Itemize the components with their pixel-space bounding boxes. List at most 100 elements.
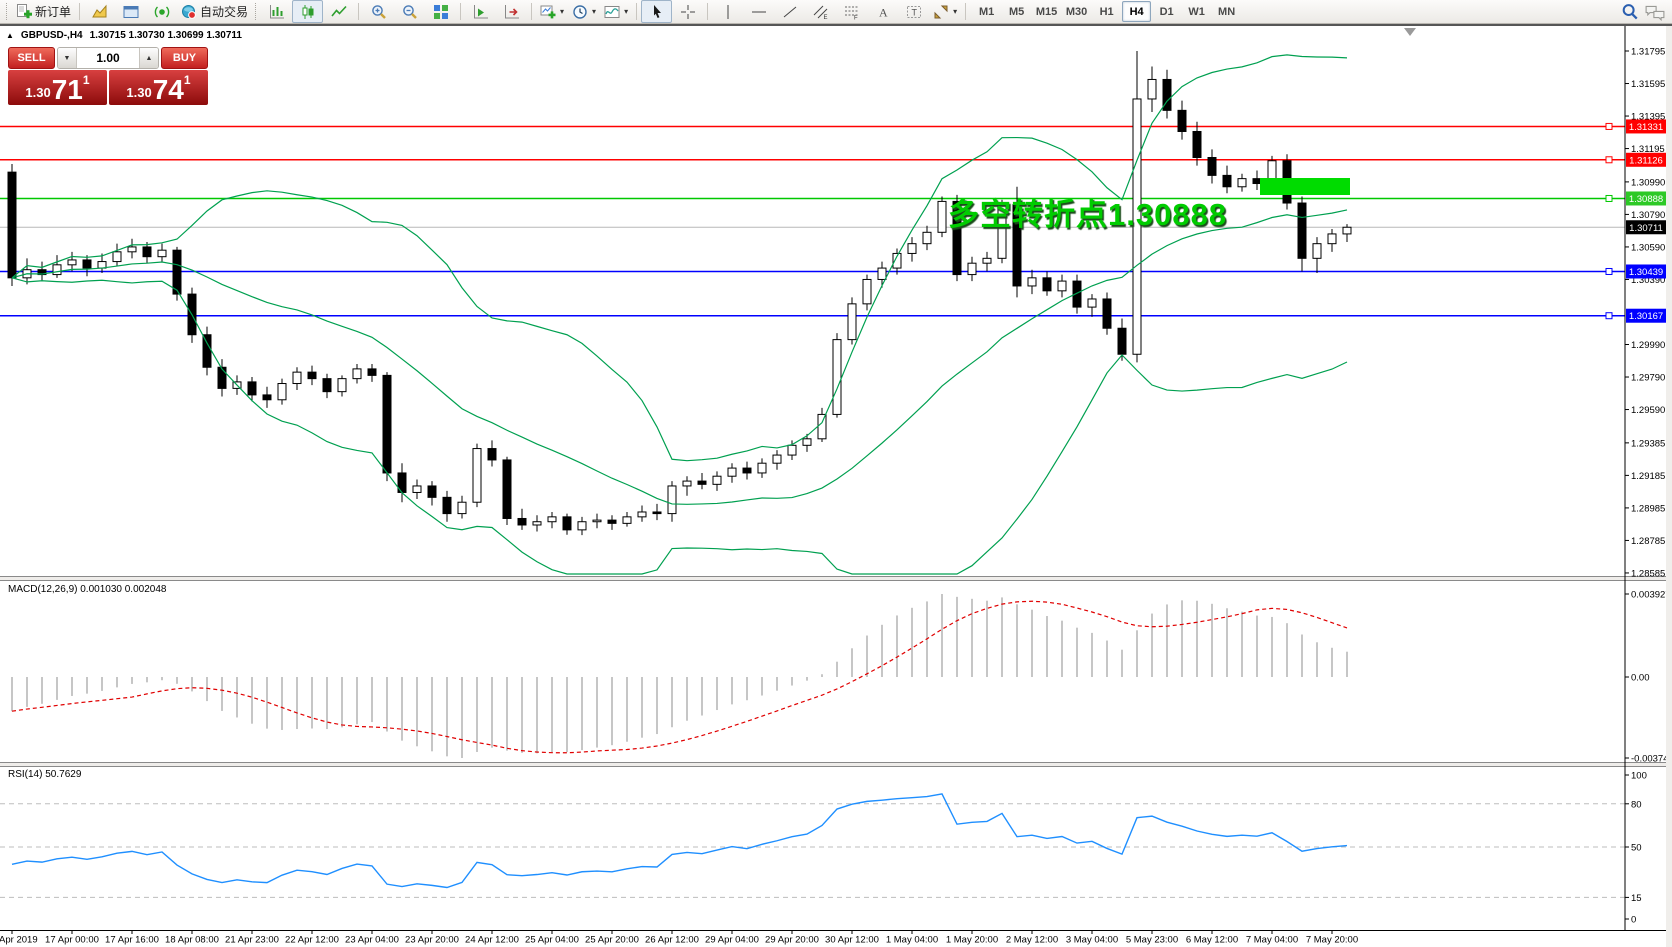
svg-text:1.29990: 1.29990 xyxy=(1631,340,1665,351)
timeframe-D1[interactable]: D1 xyxy=(1159,5,1174,18)
svg-text:T: T xyxy=(911,7,917,17)
charts-profile-button[interactable] xyxy=(84,0,115,23)
auto-trading-label: 自动交易 xyxy=(200,5,249,19)
svg-text:0.003927: 0.003927 xyxy=(1631,590,1671,601)
svg-text:-0.003747: -0.003747 xyxy=(1631,754,1672,765)
search-icon[interactable] xyxy=(1621,3,1639,21)
timeframe-M15[interactable]: M15 xyxy=(1035,5,1058,18)
zoom-out-button[interactable] xyxy=(394,0,425,23)
vertical-line-button[interactable] xyxy=(712,0,743,23)
svg-text:1.30439: 1.30439 xyxy=(1629,267,1663,278)
svg-text:1.29590: 1.29590 xyxy=(1631,405,1665,416)
toolbar: 新订单 自动交易 ▾ ▾ ▾ E F A T ▾ xyxy=(0,0,1672,24)
timeframe-M1[interactable]: M1 xyxy=(978,5,995,18)
macd-label: MACD(12,26,9) 0.001030 0.002048 xyxy=(8,584,167,595)
highlight-rectangle[interactable] xyxy=(1260,178,1350,195)
vertical-line-icon xyxy=(727,4,729,19)
symbol-name: GBPUSD-,H4 xyxy=(20,30,83,41)
timeframe-H4[interactable]: H4 xyxy=(1122,1,1152,22)
bar-chart-button[interactable] xyxy=(261,0,292,23)
timeframe-H1[interactable]: H1 xyxy=(1099,5,1114,18)
rsi-panel-content xyxy=(0,793,1625,898)
text-label-icon: T xyxy=(906,5,921,18)
fibonacci-icon: F xyxy=(844,6,859,20)
text-label-button[interactable]: T xyxy=(898,0,929,23)
horizontal-line-button[interactable] xyxy=(743,0,774,23)
tile-windows-button[interactable] xyxy=(425,0,456,23)
timeframe-MN[interactable]: MN xyxy=(1218,5,1236,18)
line-chart-button[interactable] xyxy=(323,0,354,23)
svg-text:1.28785: 1.28785 xyxy=(1631,536,1665,547)
toolbar-right xyxy=(1621,3,1669,21)
auto-scroll-button[interactable] xyxy=(465,0,496,23)
svg-text:1.31795: 1.31795 xyxy=(1631,47,1665,58)
price-badge xyxy=(1626,264,1666,279)
timeframe-M5[interactable]: M5 xyxy=(1008,5,1025,18)
dropdown-caret: ▾ xyxy=(953,7,958,16)
rsi-label: RSI(14) 50.7629 xyxy=(8,769,82,780)
new-chart-icon xyxy=(540,5,556,18)
new-order-button[interactable]: 新订单 xyxy=(12,0,75,23)
svg-text:25 Apr 20:00: 25 Apr 20:00 xyxy=(585,935,639,946)
signals-icon xyxy=(154,6,169,17)
chart-shift-marker[interactable] xyxy=(1404,28,1416,36)
periods-button[interactable]: ▾ xyxy=(568,0,600,23)
text-button[interactable]: A xyxy=(867,0,898,23)
signals-button[interactable] xyxy=(146,0,177,23)
candlestick-chart-button[interactable] xyxy=(292,0,324,23)
svg-text:1.30790: 1.30790 xyxy=(1631,210,1665,221)
cursor-button[interactable] xyxy=(641,0,673,23)
svg-text:18 Apr 08:00: 18 Apr 08:00 xyxy=(165,935,219,946)
svg-text:1.30390: 1.30390 xyxy=(1631,275,1665,286)
trendline-icon xyxy=(783,6,796,17)
chart-shift-button[interactable] xyxy=(496,0,527,23)
toolbar-separator xyxy=(358,3,360,20)
zoom-in-button[interactable] xyxy=(363,0,394,23)
collapse-arrow-icon[interactable]: ▲ xyxy=(6,31,14,40)
line-end-marker xyxy=(1605,194,1613,202)
horizontal-line-objects[interactable] xyxy=(0,122,1625,320)
charts-profile-icon xyxy=(91,4,107,17)
new-chart-button[interactable]: ▾ xyxy=(536,0,568,23)
svg-text:22 Apr 12:00: 22 Apr 12:00 xyxy=(285,935,339,946)
svg-text:F: F xyxy=(854,15,858,20)
buy-price[interactable]: 1.30 74 1 xyxy=(109,70,208,105)
clock-icon xyxy=(573,4,587,19)
bar-chart-icon xyxy=(269,4,284,18)
time-axis xyxy=(11,930,1333,934)
auto-trading-icon xyxy=(182,4,196,19)
price-badges xyxy=(1626,119,1666,323)
svg-text:24 Apr 12:00: 24 Apr 12:00 xyxy=(465,935,519,946)
chat-icon[interactable] xyxy=(1645,3,1665,21)
sell-button[interactable]: SELL xyxy=(8,47,55,69)
crosshair-button[interactable] xyxy=(672,0,703,23)
svg-text:23 Apr 20:00: 23 Apr 20:00 xyxy=(405,935,459,946)
buy-price-big: 74 xyxy=(152,74,184,106)
svg-text:25 Apr 04:00: 25 Apr 04:00 xyxy=(525,935,579,946)
market-watch-button[interactable] xyxy=(115,0,146,23)
price-badge xyxy=(1626,308,1666,323)
equidistant-channel-icon: E xyxy=(813,5,827,20)
volume-down-button[interactable]: ▼ xyxy=(58,48,77,68)
fibonacci-button[interactable]: F xyxy=(836,0,867,23)
sell-price-sup: 1 xyxy=(82,73,90,87)
arrows-button[interactable]: ▾ xyxy=(929,0,961,23)
volume-input[interactable] xyxy=(77,48,139,68)
auto-trading-button[interactable]: 自动交易 xyxy=(177,0,252,23)
equidistant-channel-button[interactable]: E xyxy=(805,0,836,23)
timeframe-M30[interactable]: M30 xyxy=(1065,5,1088,18)
volume-up-button[interactable]: ▲ xyxy=(139,48,158,68)
svg-text:A: A xyxy=(879,5,888,19)
sell-price[interactable]: 1.30 71 1 xyxy=(8,70,107,105)
svg-text:29 Apr 04:00: 29 Apr 04:00 xyxy=(705,935,759,946)
templates-button[interactable]: ▾ xyxy=(600,0,632,23)
toolbar-separator xyxy=(707,3,709,20)
timeframe-W1[interactable]: W1 xyxy=(1188,5,1205,18)
toolbar-separator xyxy=(79,3,81,20)
svg-text:6 May 12:00: 6 May 12:00 xyxy=(1186,935,1238,946)
svg-text:1.30990: 1.30990 xyxy=(1631,177,1665,188)
buy-button[interactable]: BUY xyxy=(161,47,208,69)
trendline-button[interactable] xyxy=(774,0,805,23)
svg-text:3 May 04:00: 3 May 04:00 xyxy=(1066,935,1118,946)
